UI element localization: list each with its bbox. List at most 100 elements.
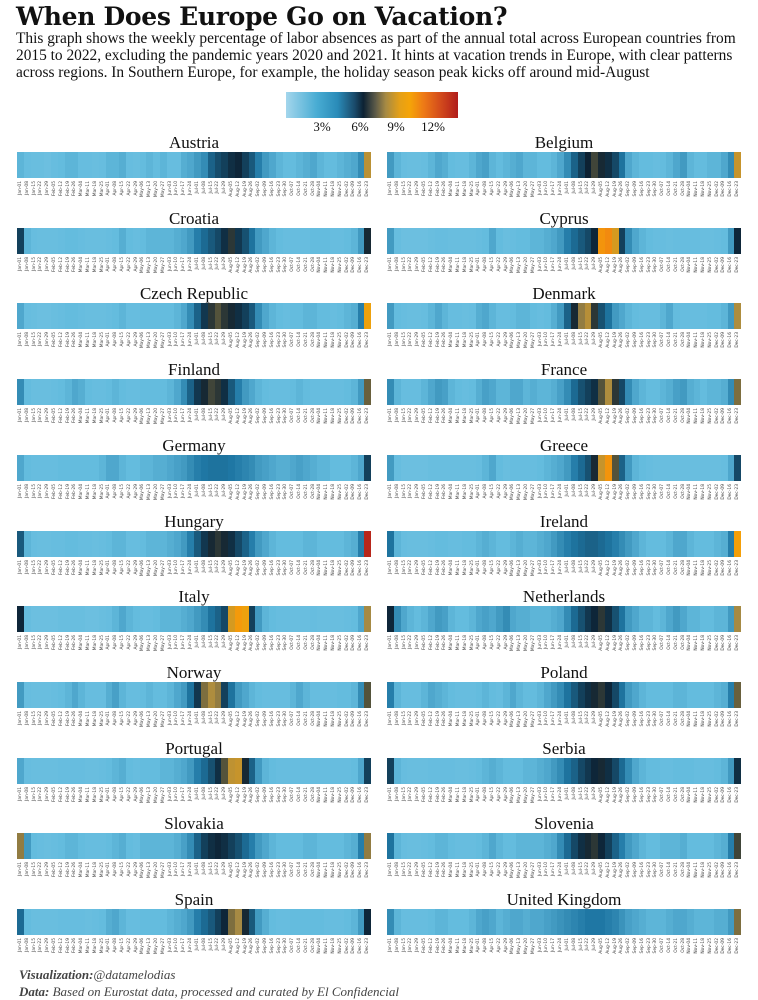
week-tick-label: May-13 [147,786,153,803]
heatmap-cell [598,833,605,860]
week-tick-label: Oct-07 [290,862,296,878]
heatmap-cell [30,454,38,481]
heatmap-cell [543,152,551,178]
legend-tick-label: 3% [313,119,331,134]
heatmap-cell [214,454,222,481]
week-tick-label: Mar-18 [92,332,98,348]
heatmap-cell [489,833,496,860]
week-tick-label: Mar-25 [99,938,105,954]
heatmap-cell [17,152,24,178]
heatmap-cell [557,227,565,254]
heatmap-cell [577,833,585,860]
heatmap-cell [427,454,435,481]
heatmap-cell [536,833,544,860]
heatmap-cell [591,757,599,784]
heatmap-cell [344,833,351,860]
week-tick-label: Jan-15 [31,559,37,574]
heatmap-cell [639,303,646,330]
heatmap-cell [652,909,660,935]
week-tick-label: Jul-29 [592,483,598,497]
week-tick-label: Jul-22 [585,862,591,875]
heatmap-cell [23,454,31,481]
week-tick-label: Dec-16 [358,256,364,273]
week-tick-label: Jun-03 [537,483,543,498]
week-tick-label: Mar-25 [99,786,105,802]
heatmap-cell [71,303,79,330]
week-tick-label: Oct-21 [303,938,309,953]
heatmap-cell [146,909,154,935]
heatmap-cell [714,454,721,481]
heatmap-cell [700,606,708,633]
heatmap-cell [536,303,544,330]
heatmap-cell [523,454,531,481]
week-tick-label: Dec-02 [344,181,350,197]
heatmap-cell [119,379,126,406]
week-tick-label: Nov-11 [694,938,700,954]
week-tick-label: Apr-15 [490,256,496,272]
heatmap-cell [591,227,599,254]
heatmap-cell [262,379,270,406]
week-tick-label: Dec-09 [351,483,357,500]
week-tick-label: Mar-11 [455,710,461,727]
week-tick-label: May-06 [510,256,516,273]
week-tick-label: Jul-01 [194,181,200,194]
week-tick-label: Sep-30 [653,862,659,878]
heatmap-cell [344,530,351,557]
week-tick-label: Sep-02 [626,938,632,954]
week-tick-label: Jul-15 [578,938,584,951]
heatmap-cell [255,757,263,784]
heatmap-cell [309,303,317,330]
week-axis-united-kingdom: Jan-01 Jan-08 Jan-15 Jan-22 Jan-29 Feb-05 Feb-… [387,938,741,972]
week-tick-label: Mar-18 [462,408,468,424]
week-tick-label: May-27 [530,862,536,879]
heatmap-cell [241,454,249,481]
heatmap-cell [645,757,653,784]
heatmap-cell [584,909,592,935]
heatmap-cell [421,833,428,860]
heatmap-cell [91,909,99,935]
heatmap-cell [714,757,721,784]
heatmap-cell [543,227,551,254]
heatmap-cell [71,530,79,557]
data-credit: Data: Based on Eurostat data, processed … [19,984,399,999]
heatmap-cell [316,681,324,708]
week-tick-label: May-13 [517,862,523,879]
heatmap-cell [269,152,276,178]
heatmap-cell [57,152,65,178]
week-tick-label: Nov-18 [331,332,337,349]
week-tick-label: Jan-08 [24,332,30,347]
week-tick-label: Nov-11 [324,483,330,500]
week-tick-label: Oct-07 [660,710,666,726]
heatmap-cell [414,681,422,708]
heatmap-cell [720,152,728,178]
week-tick-label: Jan-29 [415,332,421,347]
week-tick-label: Apr-01 [476,786,482,802]
week-tick-label: Jul-08 [571,559,577,572]
heatmap-cell [119,152,126,178]
week-tick-label: Feb-05 [51,256,57,272]
week-tick-label: Jun-03 [537,710,543,725]
week-tick-label: Apr-22 [496,408,502,423]
week-tick-label: Apr-01 [476,332,482,347]
week-tick-label: Nov-11 [324,559,330,576]
heatmap-cell [289,909,297,935]
week-tick-label: Apr-08 [483,938,489,953]
heatmap-cell [228,530,235,557]
week-tick-label: Jan-08 [394,483,400,498]
heatmap-cell [71,909,79,935]
week-tick-label: Oct-28 [310,862,316,878]
heatmap-cell [275,530,283,557]
heatmap-cell [482,909,490,935]
week-tick-label: Jun-03 [537,181,543,196]
week-tick-label: Feb-26 [72,559,78,575]
heatmap-cell [468,379,476,406]
week-tick-label: Apr-22 [496,635,502,650]
heatmap-cell [323,303,331,330]
week-tick-label: Sep-09 [262,938,268,954]
week-tick-label: May-13 [517,483,523,500]
week-tick-label: Oct-28 [310,559,316,575]
heatmap-cell [255,454,263,481]
week-tick-label: Oct-28 [680,635,686,650]
week-tick-label: Jan-15 [31,483,37,498]
week-tick-label: Mar-18 [462,710,468,727]
